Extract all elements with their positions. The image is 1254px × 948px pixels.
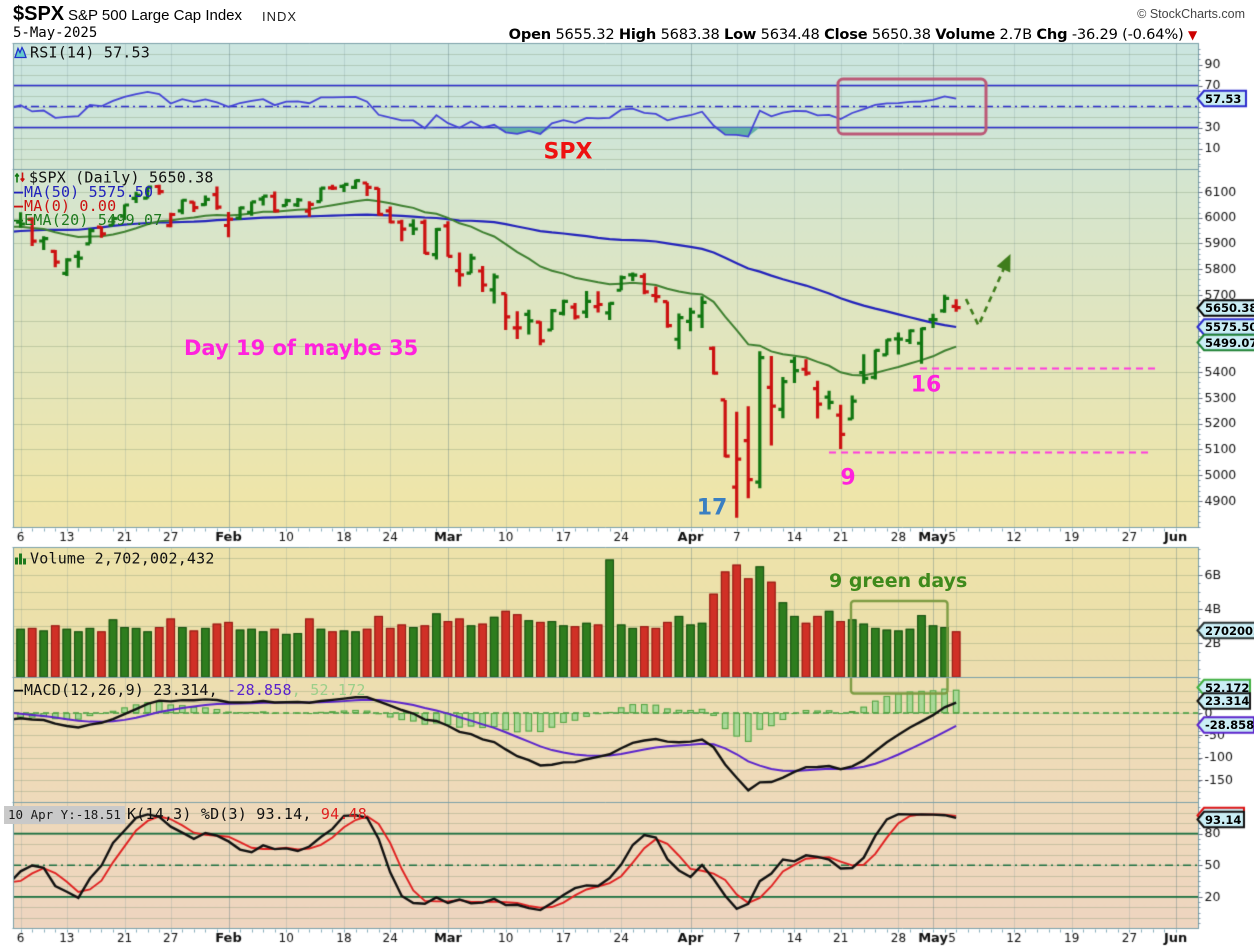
- symbol-name: S&P 500 Large Cap Index: [68, 7, 243, 24]
- ma50-callout: 5575.50: [1205, 320, 1254, 334]
- ma0-legend: — MA(0) 0.00: [14, 196, 117, 215]
- annotation-tooltip: 10 Apr Y:-18.51: [4, 806, 125, 824]
- price-legend-title: $SPX (Daily) 5650.38: [14, 168, 214, 187]
- annotation-17: 17: [696, 495, 728, 521]
- stoch-legend: K(14,3) %D(3) 93.14, 94.48: [127, 805, 368, 823]
- day-count-annotation: Day 19 of maybe 35: [184, 336, 419, 360]
- green-days-annotation: 9 green days: [829, 570, 968, 592]
- ema20-legend: — EMA(20) 5499.07: [14, 210, 163, 229]
- chg-label: Chg: [1036, 26, 1068, 43]
- stoch-d-value: 94.48: [320, 805, 368, 823]
- close-value: 5650.38: [871, 26, 931, 43]
- open-value: 5655.32: [555, 26, 615, 43]
- rsi-indicator-icon: [14, 45, 27, 63]
- macd-legend: — MACD(12,26,9) 23.314, -28.858, 52.172: [14, 681, 366, 699]
- ma50-legend: — MA(50) 5575.50: [14, 182, 154, 201]
- rsi-callout: 57.53: [1205, 91, 1242, 106]
- macd-line-callout: 23.314: [1205, 694, 1250, 708]
- spx-annotation: SPX: [543, 139, 593, 165]
- chg-down-arrow-icon: ▼: [1187, 28, 1197, 42]
- ema20-line-icon: —: [14, 210, 23, 229]
- macd-signal-callout: -28.858: [1205, 718, 1254, 732]
- low-label: Low: [723, 26, 757, 43]
- macd-hist-callout: 52.172: [1205, 680, 1250, 695]
- macd-signal-value: -28.858: [227, 681, 292, 699]
- quote-row: Open 5655.32 High 5683.38 Low 5634.48 Cl…: [508, 26, 1198, 43]
- high-label: High: [618, 26, 657, 43]
- volume-callout: 2702002432: [1205, 623, 1254, 638]
- volume-label: Volume: [935, 26, 996, 43]
- stockcharts-credit: © StockCharts.com: [1137, 7, 1245, 21]
- macd-line-icon: —: [14, 681, 23, 699]
- annotation-16: 16: [910, 372, 942, 398]
- stoch-k-callout: 93.14: [1205, 812, 1242, 827]
- close-price-callout: 5650.38: [1205, 301, 1254, 315]
- rsi-legend: RSI(14) 57.53: [14, 44, 150, 63]
- chg-value: -36.29 (-0.64%): [1071, 26, 1184, 43]
- high-value: 5683.38: [660, 26, 720, 43]
- annotation-9: 9: [840, 465, 856, 491]
- ma0-line-icon: —: [14, 196, 23, 215]
- low-value: 5634.48: [760, 26, 820, 43]
- symbol: $SPX: [13, 3, 65, 25]
- updown-arrows-icon: [14, 169, 26, 187]
- close-label: Close: [824, 26, 868, 43]
- macd-hist-value: , 52.172: [291, 681, 366, 699]
- exchange-label: INDX: [262, 9, 298, 24]
- chart-date: 5-May-2025: [13, 25, 98, 41]
- volume-value: 2.7B: [999, 26, 1033, 43]
- open-label: Open: [508, 26, 552, 43]
- volume-legend: Volume 2,702,002,432: [14, 550, 215, 569]
- volume-bars-icon: [14, 551, 27, 569]
- ma50-line-icon: —: [14, 182, 23, 201]
- ema20-callout: 5499.07: [1205, 335, 1254, 350]
